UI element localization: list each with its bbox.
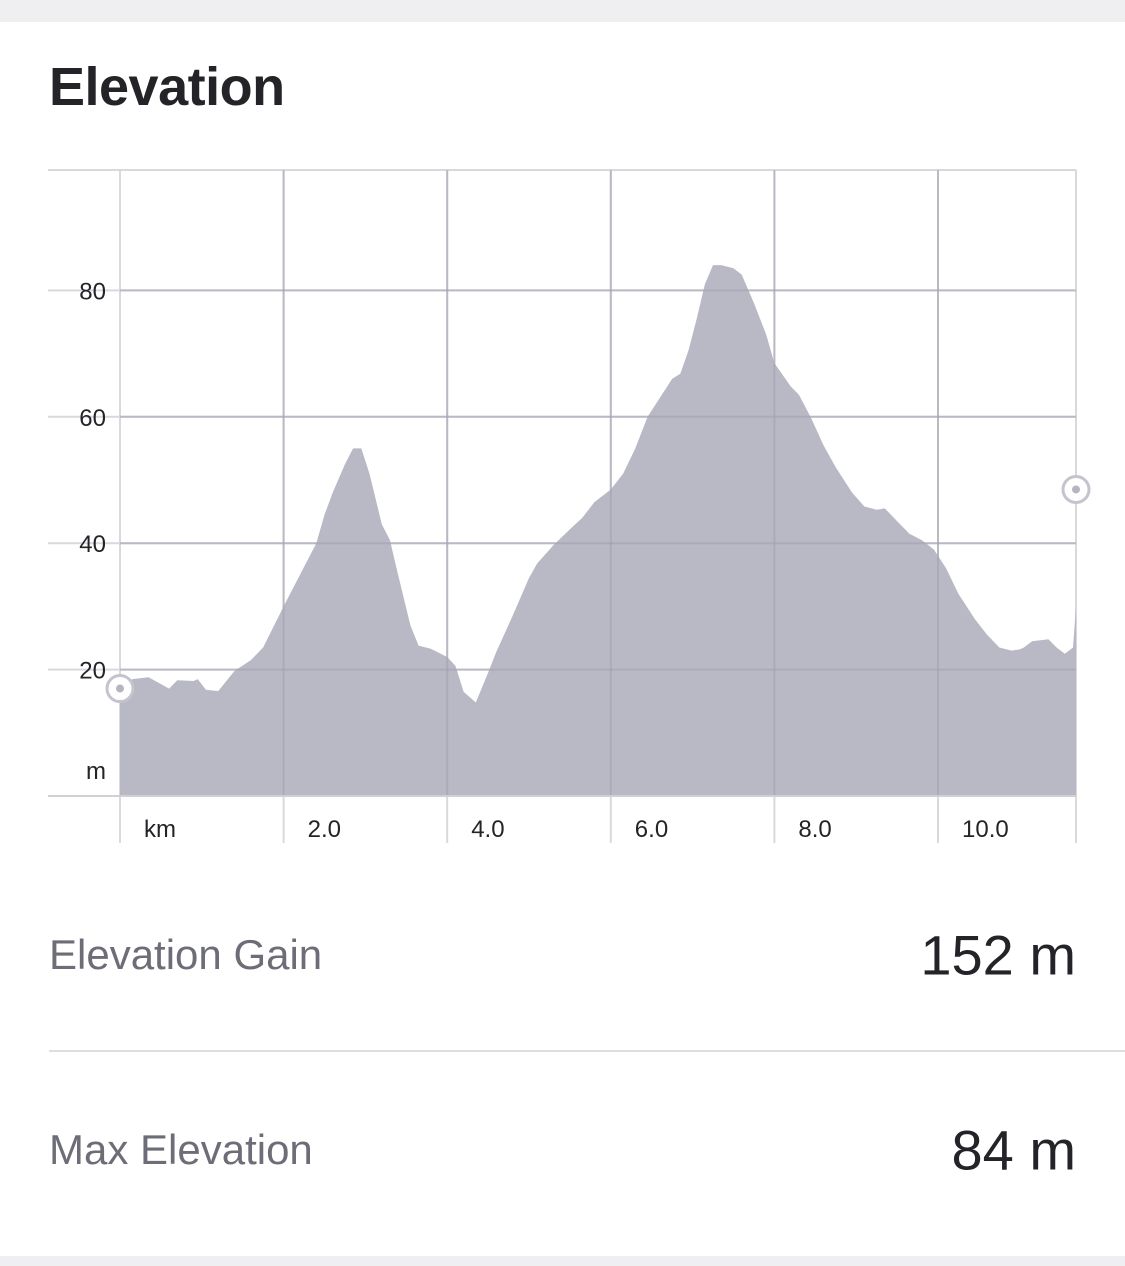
y-unit-label: m [86, 758, 106, 785]
x-tick-label: 8.0 [798, 816, 831, 843]
x-tick-label: 6.0 [635, 816, 668, 843]
end-marker-dot[interactable] [1072, 485, 1080, 494]
max-elevation-label: Max Elevation [49, 1126, 313, 1173]
stats-divider [49, 1050, 1125, 1052]
elevation-gain-value: 152 m [920, 923, 1076, 987]
chart-markers[interactable] [105, 474, 1091, 704]
chart-axes [48, 170, 1076, 797]
start-marker-dot[interactable] [116, 684, 124, 693]
chart-labels: 20 40 60 80 m km 2.0 4.0 6.0 8.0 10.0 [79, 278, 1008, 843]
y-tick-label: 20 [79, 658, 106, 685]
page-title: Elevation [49, 57, 285, 117]
x-tick-label: 10.0 [962, 816, 1009, 843]
max-elevation-row: Max Elevation 84 m [49, 1110, 1076, 1190]
elevation-gain-label: Elevation Gain [49, 931, 323, 978]
x-unit-label: km [144, 816, 176, 843]
x-tick-label: 2.0 [308, 816, 341, 843]
elevation-gain-row: Elevation Gain 152 m [49, 915, 1076, 995]
y-tick-label: 60 [79, 405, 106, 432]
x-tick-label: 4.0 [471, 816, 504, 843]
y-tick-label: 40 [79, 531, 106, 558]
max-elevation-value: 84 m [951, 1118, 1077, 1182]
elevation-area [120, 265, 1076, 797]
elevation-chart[interactable]: 20 40 60 80 m km 2.0 4.0 6.0 8.0 10.0 [0, 0, 1125, 860]
y-tick-label: 80 [79, 278, 106, 305]
